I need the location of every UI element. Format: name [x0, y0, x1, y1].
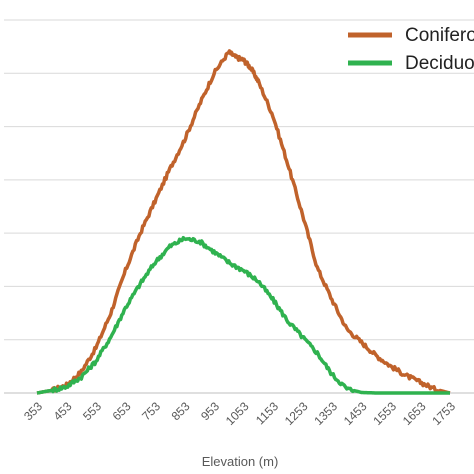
- x-tick-label: 1653: [400, 399, 429, 428]
- series-line-deciduous: [36, 235, 450, 395]
- series-line-coniferous: [36, 49, 451, 395]
- legend-label-deciduous: Deciduous: [405, 53, 474, 74]
- legend-label-coniferous: Coniferous: [405, 25, 474, 46]
- x-tick-label: 1553: [370, 399, 399, 428]
- x-tick-label: 1153: [253, 399, 281, 427]
- x-tick-label: 1353: [311, 399, 340, 428]
- x-tick-label: 753: [139, 399, 163, 423]
- x-tick-label: 653: [110, 399, 134, 423]
- legend: Coniferous Deciduous: [348, 25, 474, 74]
- x-tick-label: 953: [198, 399, 222, 423]
- x-tick-label: 353: [21, 399, 45, 423]
- gridlines: [4, 19, 474, 394]
- x-tick-label: 1453: [341, 399, 370, 428]
- x-tick-label: 1253: [282, 399, 311, 428]
- x-tick-labels: 353 453 553 653 753 853 953 1053 1153 1253 1353 145…: [21, 399, 458, 428]
- x-tick-label: 1753: [429, 399, 458, 428]
- x-tick-label: 853: [169, 399, 193, 423]
- x-tick-label: 553: [80, 399, 104, 423]
- series-lines: [36, 49, 451, 395]
- x-tick-label: 453: [51, 399, 75, 423]
- x-axis-title: Elevation (m): [202, 454, 279, 469]
- x-tick-label: 1053: [223, 399, 252, 428]
